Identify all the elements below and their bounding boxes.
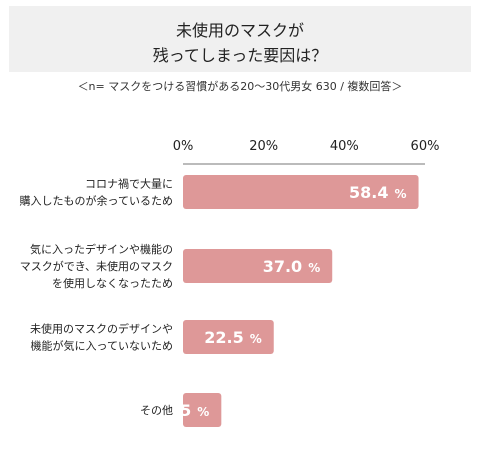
bar-value: 58.4 [349,183,388,202]
bar-value-label: 9.5% [163,401,209,420]
category-label: を使用しなくなったため [52,277,173,290]
category-label: 未使用のマスクのデザインや [30,322,173,336]
title-box: 未使用のマスクが 残ってしまった要因は？ [9,6,471,72]
category-label: マスクができ、未使用のマスク [20,259,173,273]
bar-value: 9.5 [163,401,191,420]
bar [183,320,274,354]
x-tick-label: 40% [330,139,359,154]
x-tick-label: 0% [173,139,194,154]
x-tick-label: 60% [411,139,440,154]
bar-value-unit: % [197,405,209,419]
bar [183,249,333,283]
category-label: その他 [140,404,173,417]
category-label: 購入したものが余っているため [20,194,173,208]
chart-subtitle: ＜n= マスクをつける習慣がある20～30代男女 630 / 複数回答＞ [77,80,403,93]
bar-value-unit: % [250,332,262,346]
bar [183,393,222,427]
bar-value-label: 22.5% [204,328,262,347]
category-label: 気に入ったデザインや機能の [30,242,173,256]
bar-value-unit: % [395,187,407,201]
category-label: コロナ禍で大量に [85,177,173,191]
bar-value-label: 37.0% [263,257,321,276]
category-label: 機能が気に入っていないため [31,339,173,353]
chart-title-line-1: 未使用のマスクが [175,21,304,40]
bar [183,175,419,209]
chart-title-line-2: 残ってしまった要因は？ [152,46,328,65]
bar-value-label: 58.4% [349,183,407,202]
bar-value: 22.5 [204,328,243,347]
bar-value-unit: % [308,261,320,275]
x-tick-label: 20% [249,139,278,154]
bar-value: 37.0 [263,257,302,276]
